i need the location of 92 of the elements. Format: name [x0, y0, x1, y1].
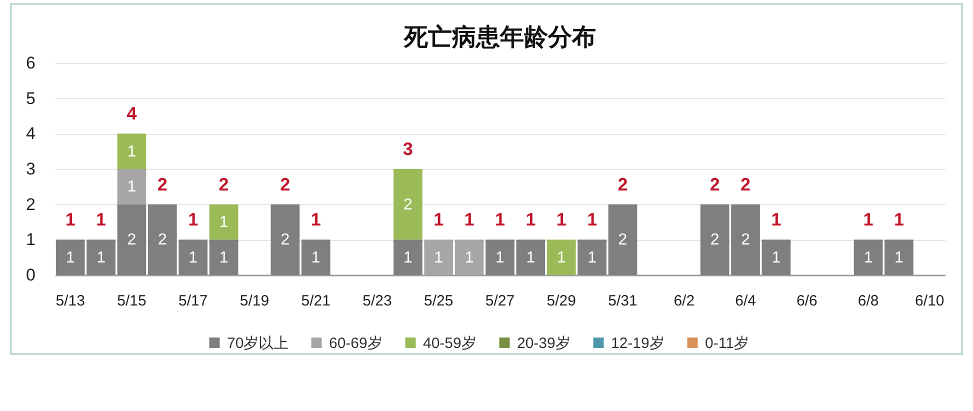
chart-title: 死亡病患年龄分布 — [403, 23, 596, 51]
bar — [301, 240, 330, 275]
total-label: 1 — [434, 210, 444, 230]
bar — [394, 240, 422, 275]
bar — [516, 240, 546, 275]
data-label: 2 — [618, 232, 628, 249]
bar — [608, 204, 638, 275]
total-label: 1 — [96, 210, 106, 230]
total-label: 2 — [740, 174, 751, 194]
data-label: 1 — [556, 249, 566, 266]
total-label: 1 — [65, 210, 76, 230]
bar — [578, 240, 606, 275]
y-tick-label: 0 — [26, 266, 36, 284]
total-label: 4 — [126, 104, 137, 124]
total-label: 2 — [218, 174, 229, 194]
x-tick-label: 5/15 — [117, 292, 146, 310]
bar — [486, 240, 514, 275]
data-label: 1 — [127, 143, 136, 160]
data-label: 1 — [66, 249, 75, 266]
y-tick-label: 5 — [26, 88, 36, 108]
x-tick-label: 6/8 — [858, 292, 879, 310]
y-tick-label: 3 — [26, 160, 36, 178]
x-tick-label: 6/6 — [796, 292, 818, 310]
total-label: 3 — [402, 139, 413, 159]
bar — [117, 204, 146, 275]
total-label: 1 — [587, 210, 598, 230]
x-tick-label: 5/19 — [240, 292, 270, 310]
x-tick-label: 5/25 — [424, 292, 454, 310]
bar — [117, 134, 146, 169]
total-label: 1 — [464, 210, 474, 230]
x-tick-label: 5/29 — [546, 292, 576, 310]
data-label: 2 — [158, 232, 167, 249]
data-label: 1 — [219, 249, 228, 266]
total-label: 1 — [556, 210, 566, 230]
data-label: 2 — [280, 232, 290, 249]
data-label: 1 — [434, 249, 444, 266]
bar — [884, 240, 914, 275]
data-label: 1 — [311, 249, 320, 266]
bar — [209, 240, 238, 275]
x-tick-label: 5/13 — [56, 292, 85, 310]
total-label: 1 — [863, 210, 874, 230]
total-label: 1 — [894, 210, 904, 230]
bar — [117, 169, 146, 204]
y-tick-label: 4 — [26, 124, 36, 144]
data-label: 2 — [127, 232, 136, 249]
data-label: 1 — [526, 249, 536, 266]
total-label: 1 — [494, 210, 506, 230]
total-label: 1 — [310, 210, 321, 230]
bar — [854, 240, 883, 275]
legend-label: 12-19岁 — [611, 334, 664, 352]
total-label: 2 — [618, 174, 628, 194]
total-label: 1 — [526, 210, 536, 230]
data-label: 1 — [219, 214, 228, 231]
data-label: 1 — [588, 249, 597, 266]
data-label: 1 — [127, 178, 136, 196]
legend-label: 0-11岁 — [705, 334, 749, 352]
x-tick-label: 6/10 — [915, 292, 944, 310]
total-label: 2 — [710, 174, 720, 194]
y-tick-label: 1 — [26, 230, 36, 250]
data-label: 1 — [894, 249, 904, 266]
x-tick-label: 5/17 — [178, 292, 208, 310]
y-tick-label: 2 — [26, 194, 36, 214]
bar — [394, 169, 422, 240]
data-label: 1 — [96, 249, 106, 266]
legend-label: 70岁以上 — [227, 334, 289, 352]
total-label: 2 — [280, 174, 290, 194]
data-label: 1 — [864, 249, 873, 266]
bar — [209, 204, 238, 240]
x-tick-label: 6/2 — [674, 292, 695, 310]
total-label: 1 — [188, 210, 198, 230]
x-tick-label: 5/27 — [485, 292, 515, 310]
data-label: 1 — [403, 249, 412, 266]
total-label: 1 — [771, 210, 782, 230]
total-label: 2 — [157, 174, 168, 194]
data-label: 1 — [188, 249, 198, 266]
bar — [270, 204, 300, 275]
x-tick-label: 5/23 — [362, 292, 392, 310]
data-label: 2 — [741, 232, 750, 249]
legend-label: 20-39岁 — [517, 334, 570, 352]
data-label: 1 — [772, 249, 781, 266]
legend-label: 60-69岁 — [329, 334, 382, 352]
bar — [762, 240, 791, 275]
data-label: 1 — [464, 249, 474, 266]
legend-label: 40-59岁 — [423, 334, 476, 352]
y-tick-label: 6 — [26, 54, 36, 72]
x-tick-label: 5/31 — [608, 292, 638, 310]
data-label: 1 — [496, 249, 505, 266]
x-tick-label: 6/4 — [735, 292, 756, 310]
bar — [546, 240, 576, 275]
data-label: 2 — [710, 232, 720, 249]
data-label: 2 — [403, 196, 412, 214]
x-tick-label: 5/21 — [301, 292, 330, 310]
